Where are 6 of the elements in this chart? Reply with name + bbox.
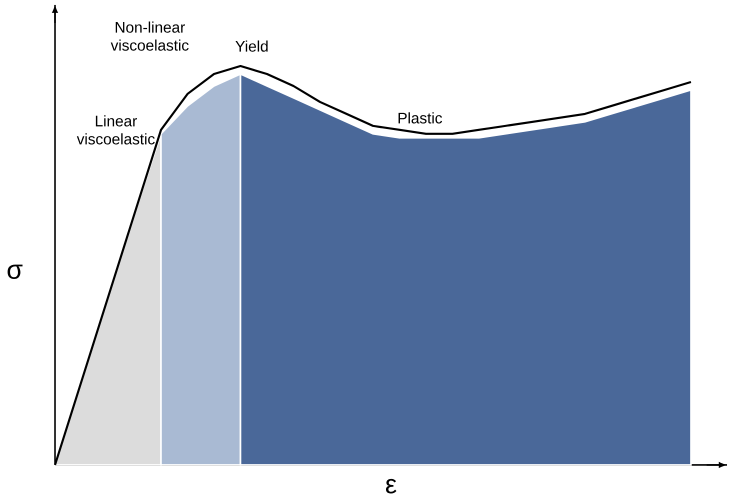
annotation: Linear viscoelastic [76, 115, 155, 144]
y-axis-title: σ [8, 264, 23, 279]
text: Non-linear viscoelastic [110, 21, 189, 51]
x-axis-title: ε [386, 478, 396, 494]
annotation: Plastic [398, 112, 442, 124]
text: Yield [235, 40, 268, 52]
